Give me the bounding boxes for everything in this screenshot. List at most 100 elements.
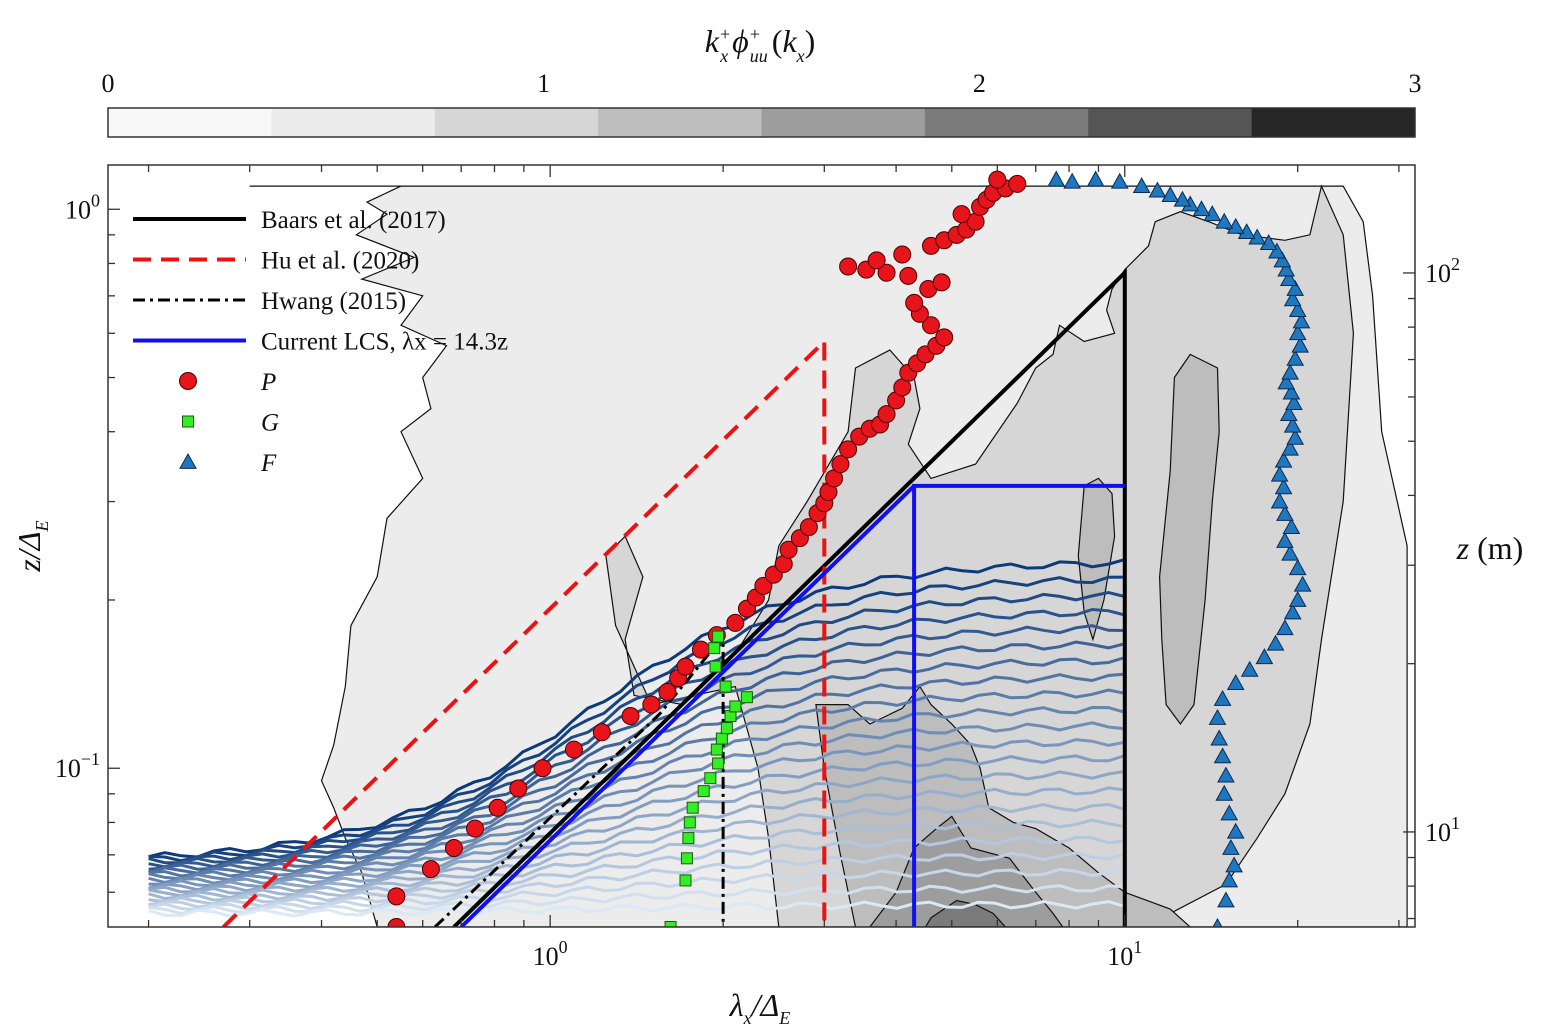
marker-P: [509, 779, 528, 798]
colorbar: k+ x ϕ+ uu (kx) 0 1 2 3: [102, 23, 1422, 138]
legend-marker-F: [179, 452, 197, 469]
legend: Baars et al. (2017) Hu et al. (2020) Hwang…: [133, 207, 508, 477]
marker-F: [1285, 394, 1303, 411]
x-axis-label: λx/ΔE: [729, 987, 791, 1028]
colorbar-frame: [107, 107, 1416, 138]
reference-lines: [222, 267, 1127, 927]
marker-F: [1132, 177, 1151, 194]
colorbar-segment: [434, 108, 599, 137]
legend-label-lcs: Current LCS, λx = 14.3z: [261, 329, 508, 356]
marker-P: [726, 613, 745, 632]
marker-F: [1047, 170, 1066, 187]
marker-F: [1283, 603, 1302, 620]
marker-P: [444, 838, 463, 857]
marker-F: [1220, 871, 1239, 888]
colorbar-segment: [1088, 108, 1253, 137]
marker-F: [1276, 531, 1294, 548]
marker-F: [1266, 634, 1285, 651]
marker-P: [1008, 174, 1027, 193]
marker-G: [686, 801, 699, 814]
marker-P: [676, 657, 695, 676]
marker-F: [1110, 172, 1129, 189]
marker-F: [1268, 242, 1286, 259]
marker-P: [533, 759, 552, 778]
marker-F: [1173, 190, 1192, 207]
marker-F: [1277, 373, 1296, 390]
marker-P: [658, 682, 677, 701]
marker-G: [679, 874, 692, 887]
marker-F: [1286, 349, 1305, 366]
marker-G: [740, 691, 753, 704]
marker-F: [1274, 478, 1293, 495]
legend-label-G: G: [261, 410, 279, 437]
marker-G: [710, 743, 723, 756]
lcs-profile-line: [148, 851, 1126, 909]
marker-F: [1279, 405, 1298, 422]
plot-area: 100 101 10−1 100 101 102: [55, 164, 1460, 971]
marker-P: [488, 798, 507, 817]
y-axis-label: z/ΔE: [11, 520, 52, 572]
marker-P: [877, 405, 896, 424]
marker-G: [680, 852, 693, 865]
marker-G: [712, 757, 725, 770]
marker-F: [1226, 822, 1245, 839]
colorbar-segments: [108, 108, 1416, 137]
y2-axis-label: z (m): [1456, 530, 1524, 566]
marker-P: [387, 887, 406, 906]
marker-G: [720, 722, 733, 735]
marker-F: [1286, 279, 1305, 296]
marker-F: [1213, 747, 1232, 764]
line-hwang: [433, 632, 725, 927]
marker-G: [708, 642, 721, 655]
marker-F: [1281, 363, 1299, 380]
marker-P: [988, 170, 1007, 189]
lcs-profile-line: [148, 802, 1126, 901]
colorbar-tick-label: 2: [973, 69, 986, 98]
colorbar-label: k+ x ϕ+ uu (kx): [705, 23, 816, 66]
lcs-profile-line: [148, 738, 1126, 890]
marker-F: [1288, 324, 1307, 341]
marker-P: [867, 251, 886, 270]
spectrum-contours: [249, 184, 1408, 927]
colorbar-tick-label: 1: [537, 69, 550, 98]
colorbar-tick-label: 3: [1409, 69, 1422, 98]
y-tick-label: 100: [65, 190, 100, 224]
lcs-profile-line: [148, 867, 1126, 912]
marker-F: [1286, 428, 1305, 445]
colorbar-ticks: 0 1 2 3: [102, 69, 1422, 98]
legend-label-P: P: [260, 369, 276, 396]
colorbar-segment: [924, 108, 1089, 137]
marker-F: [1283, 290, 1302, 307]
marker-P: [421, 860, 440, 879]
marker-P: [592, 723, 611, 742]
marker-F: [1226, 217, 1245, 234]
line-baars: [452, 267, 1127, 927]
contour-region: [1158, 353, 1220, 726]
marker-F: [1222, 838, 1240, 855]
colorbar-label-kx: k: [705, 23, 720, 59]
lcs-profile-line: [148, 624, 1125, 871]
axis-ticks: 100 101 10−1 100 101 102: [55, 165, 1460, 971]
marker-F: [1161, 186, 1180, 203]
data-markers: [387, 170, 1312, 927]
marker-F: [1192, 200, 1211, 217]
marker-P: [839, 440, 858, 459]
marker-F: [1208, 708, 1227, 725]
x-tick-label: 101: [1107, 937, 1142, 971]
colorbar-segment: [761, 108, 926, 137]
lcs-profile-line: [148, 721, 1125, 886]
legend-marker-P: [179, 372, 197, 390]
marker-F: [1215, 784, 1234, 801]
marker-P: [893, 245, 912, 264]
marker-F: [1270, 492, 1289, 509]
marker-P: [905, 293, 924, 312]
marker-P: [877, 263, 896, 282]
marker-P: [691, 640, 710, 659]
marker-F: [1288, 301, 1307, 318]
marker-F: [1240, 660, 1259, 677]
plot-frame: [107, 164, 1416, 928]
marker-G: [719, 680, 732, 693]
marker-F: [1063, 172, 1082, 189]
marker-P: [779, 540, 798, 559]
marker-F: [1283, 416, 1302, 433]
